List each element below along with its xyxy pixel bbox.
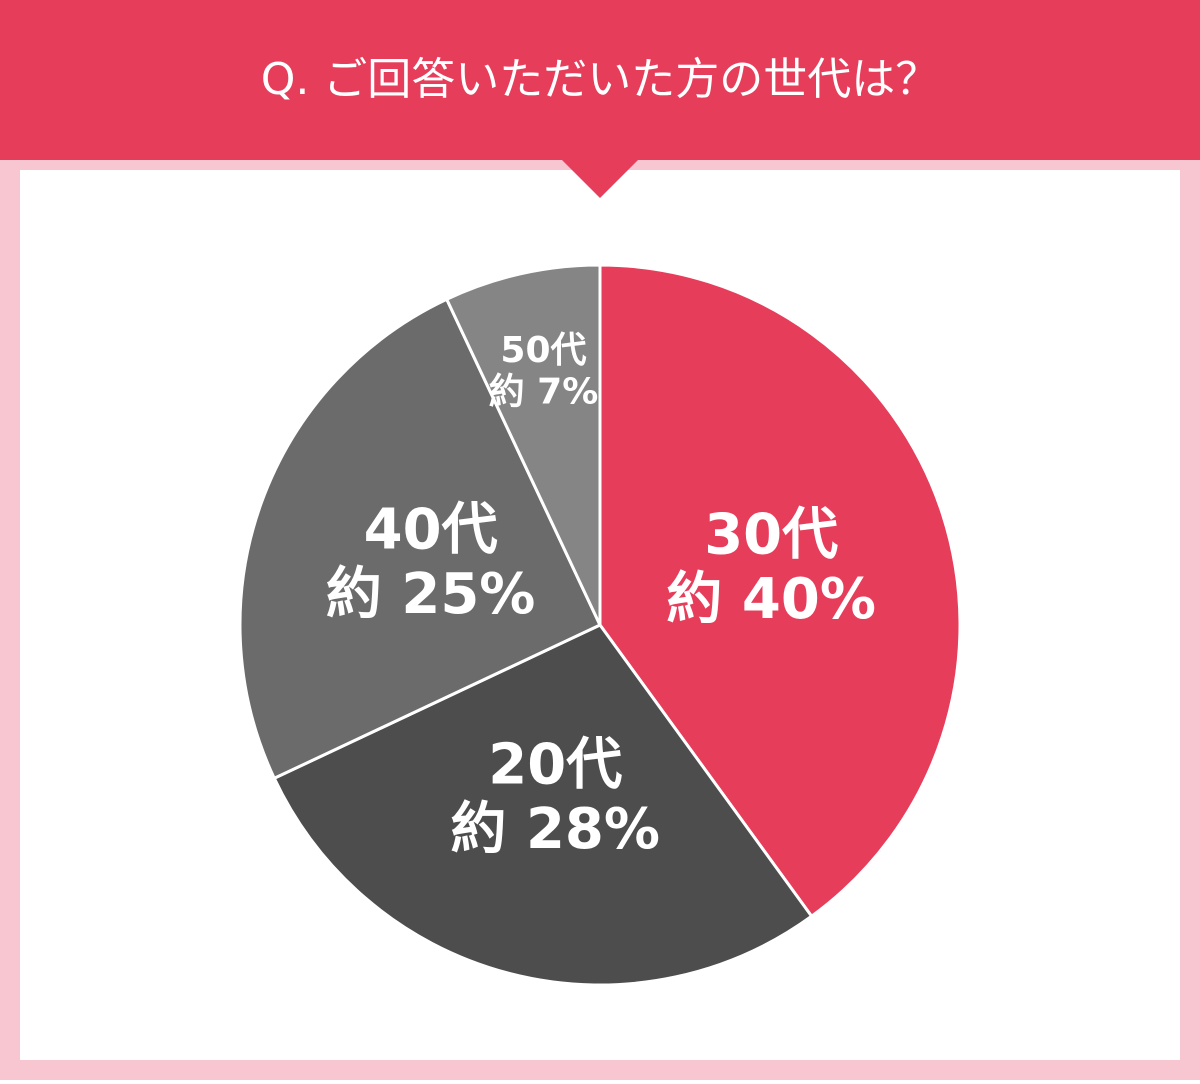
slice-category: 40代 bbox=[364, 497, 498, 562]
pie-slice bbox=[238, 297, 602, 781]
slice-value-label: 約 7% bbox=[489, 372, 599, 413]
pie-slice bbox=[598, 263, 962, 919]
pie-slice bbox=[272, 623, 814, 987]
title-banner bbox=[0, 0, 1200, 160]
slice-value-label: 約 28% bbox=[450, 797, 660, 862]
slice-category: 50代 bbox=[500, 330, 586, 371]
pie-slice bbox=[444, 263, 602, 626]
chart-title: Q. ご回答いただいた方の世代は？ bbox=[261, 54, 940, 105]
banner-pointer bbox=[562, 160, 638, 198]
slice-category: 20代 bbox=[488, 733, 622, 798]
pie bbox=[238, 263, 962, 987]
slice-category: 30代 bbox=[704, 503, 838, 568]
slice-value-label: 約 25% bbox=[326, 562, 536, 627]
slice-value-label: 約 40% bbox=[666, 567, 876, 632]
